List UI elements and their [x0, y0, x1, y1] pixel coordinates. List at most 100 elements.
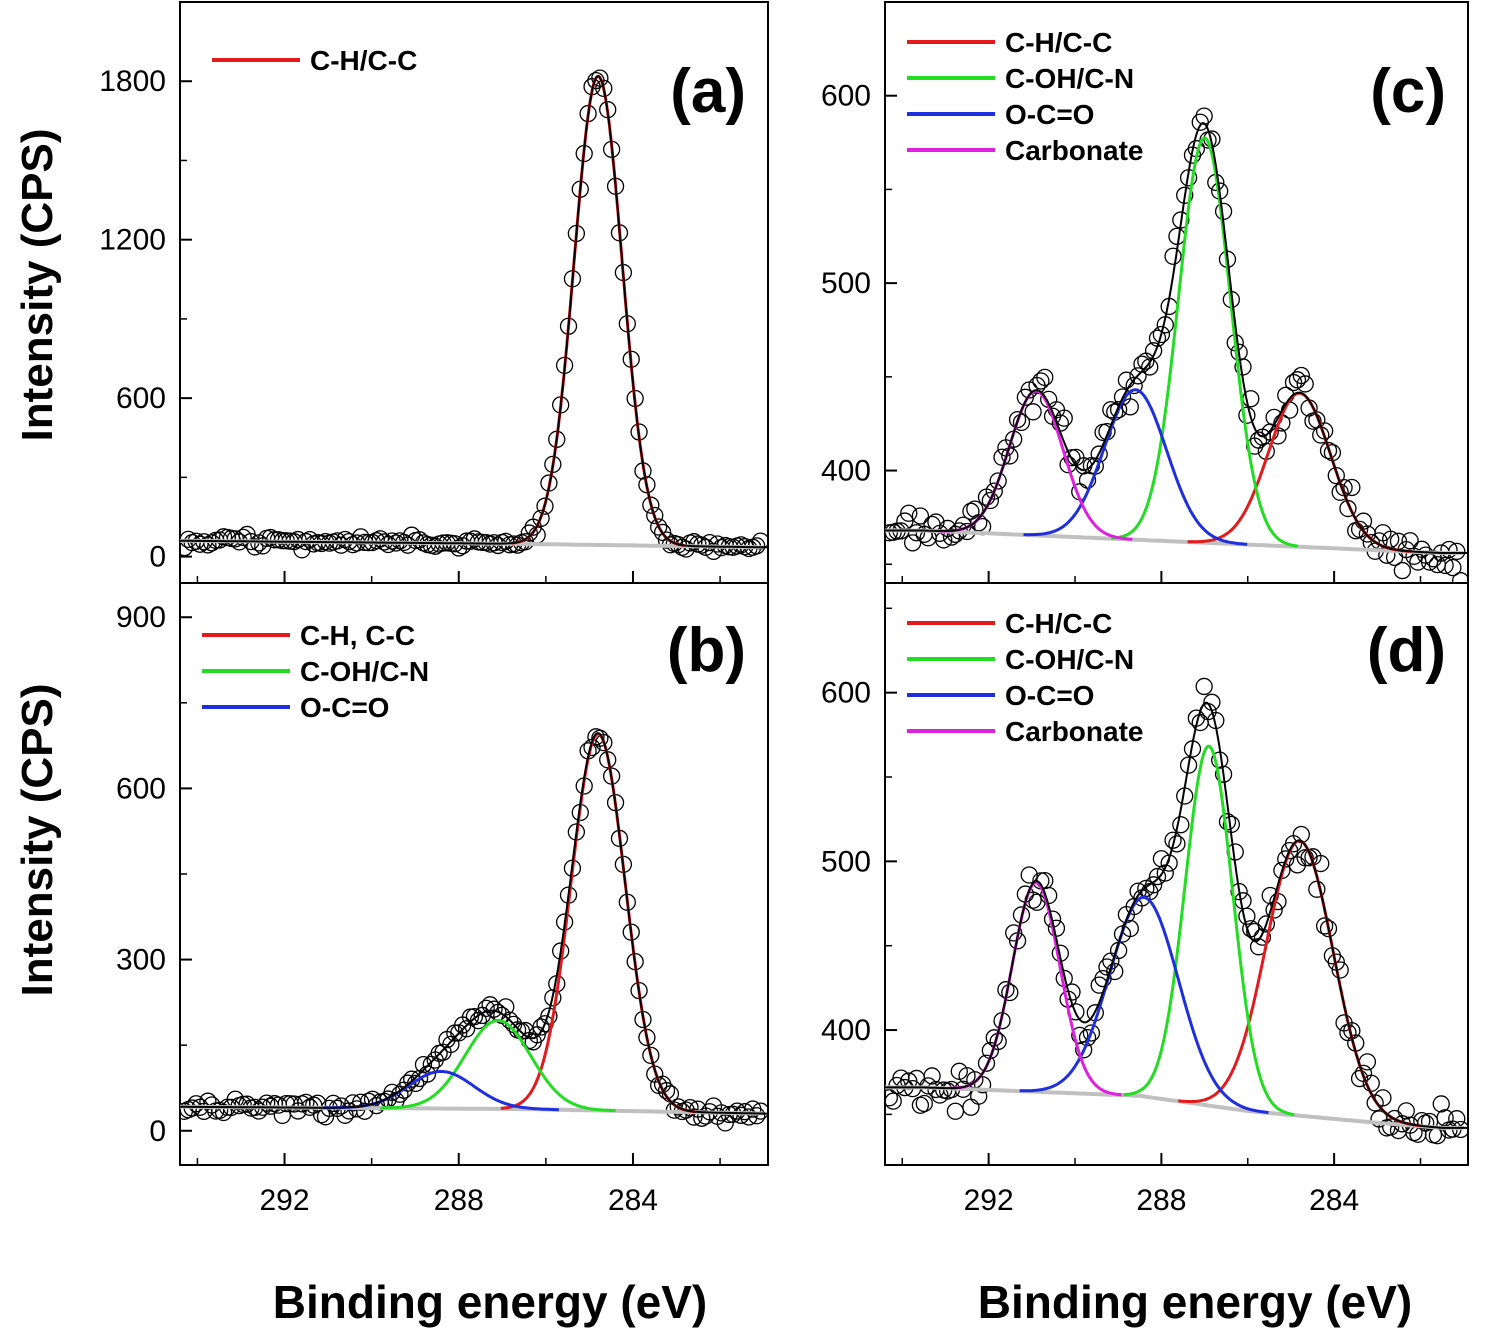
measured-point [1078, 1028, 1097, 1047]
measured-point [544, 989, 562, 1007]
fit-envelope [180, 732, 768, 1115]
legend-label: Carbonate [1005, 716, 1143, 747]
measured-point [1172, 816, 1190, 834]
measured-point [1191, 113, 1209, 131]
y-tick-label: 900 [116, 601, 166, 634]
measured-point [1234, 892, 1252, 910]
x-axis-title-right: Binding energy (eV) [978, 1276, 1412, 1328]
measured-point [1230, 882, 1248, 901]
y-tick-label: 300 [116, 944, 166, 977]
measured-point [638, 1028, 656, 1047]
measured-point [1277, 850, 1295, 868]
measured-point [903, 534, 922, 552]
measured-point [1075, 1041, 1093, 1059]
component-curve-c-oh-c-n [1123, 744, 1295, 1117]
component-curve-c-oh-c-n [1111, 136, 1299, 548]
y-tick-label: 0 [149, 541, 166, 574]
measured-point [465, 530, 484, 548]
measured-point [1319, 919, 1338, 938]
measured-point [356, 1102, 374, 1120]
x-axis-title-left: Binding energy (eV) [273, 1276, 707, 1328]
measured-point [989, 472, 1007, 490]
measured-point [297, 1093, 315, 1112]
measured-point [1413, 1112, 1431, 1130]
measured-point [885, 1092, 902, 1110]
measured-point [1393, 561, 1412, 580]
measured-point [646, 506, 664, 525]
measured-point [1129, 367, 1147, 385]
measured-point [1152, 325, 1171, 344]
measured-point [1319, 441, 1338, 460]
component-curve-carbonate [950, 881, 1122, 1097]
measured-point [970, 514, 988, 532]
y-axis-title-bottom: Intensity (CPS) [13, 684, 62, 997]
panel-a: 0 600 1200 1800 C-H/C-C (a) [99, 1, 769, 584]
measured-point [591, 69, 609, 87]
measured-point [1036, 368, 1054, 387]
measured-point [1195, 107, 1213, 125]
measured-point [1109, 400, 1128, 419]
component-curve-c-h-c-c [1187, 391, 1412, 553]
measured-point [246, 538, 264, 556]
measured-point [595, 734, 613, 752]
panel-label-c: (c) [1370, 57, 1446, 126]
measured-point [532, 509, 550, 527]
measured-point [1331, 961, 1349, 979]
measured-point [399, 1074, 417, 1092]
measured-point [927, 513, 945, 531]
measured-point [657, 531, 676, 549]
measured-point [1168, 835, 1186, 853]
measured-point [1121, 398, 1139, 416]
measured-point [642, 496, 660, 514]
plot-area [180, 728, 768, 1132]
legend-label: C-H/C-C [310, 45, 417, 76]
measured-point [1253, 928, 1272, 946]
measured-point [1444, 558, 1462, 577]
measured-point [900, 504, 918, 522]
measured-point [324, 1094, 342, 1113]
x-tick-label: 284 [608, 1184, 658, 1217]
measured-point [915, 1094, 933, 1113]
measured-point [1195, 677, 1213, 696]
y-tick-label: 400 [821, 455, 871, 488]
measured-point [1296, 849, 1314, 867]
measured-point [653, 523, 672, 542]
measured-point [973, 1076, 992, 1094]
measured-point [234, 1095, 252, 1114]
legend-label: C-H/C-C [1005, 27, 1112, 58]
x-tick-label: 288 [434, 1184, 484, 1217]
measured-point [962, 1098, 980, 1116]
measured-point [465, 1007, 484, 1026]
measured-point [1005, 924, 1023, 942]
legend-label: O-C=O [1005, 680, 1094, 711]
measured-point [1436, 556, 1454, 575]
measured-point [1008, 410, 1027, 429]
measured-point [751, 1102, 768, 1120]
measured-point [210, 1101, 229, 1120]
measured-point [985, 482, 1003, 500]
measured-point [1238, 406, 1256, 424]
legend-label: C-H, C-C [300, 620, 415, 651]
measured-point [1448, 1110, 1466, 1128]
component-curve-o-c-o [1023, 388, 1248, 546]
component-curve-c-h-c-c [511, 74, 685, 547]
measured-point [1144, 342, 1163, 360]
measured-point [1144, 876, 1163, 894]
y-tick-label: 600 [116, 382, 166, 415]
y-tick-label: 600 [821, 677, 871, 710]
measured-point [450, 1024, 468, 1042]
measured-point [1055, 409, 1073, 427]
measured-point [911, 507, 930, 525]
measured-point [642, 1046, 660, 1065]
y-tick-label: 1800 [99, 65, 166, 98]
measured-point [911, 1096, 930, 1114]
measured-point [497, 998, 515, 1016]
measured-point [289, 530, 307, 549]
measured-point [685, 1108, 703, 1126]
measured-point [1106, 962, 1124, 981]
panel-label-d: (d) [1367, 616, 1446, 685]
x-tick-label: 284 [1309, 1184, 1359, 1217]
measured-point [1292, 366, 1310, 385]
measured-point [1082, 1024, 1101, 1042]
measured-point [1288, 371, 1307, 389]
